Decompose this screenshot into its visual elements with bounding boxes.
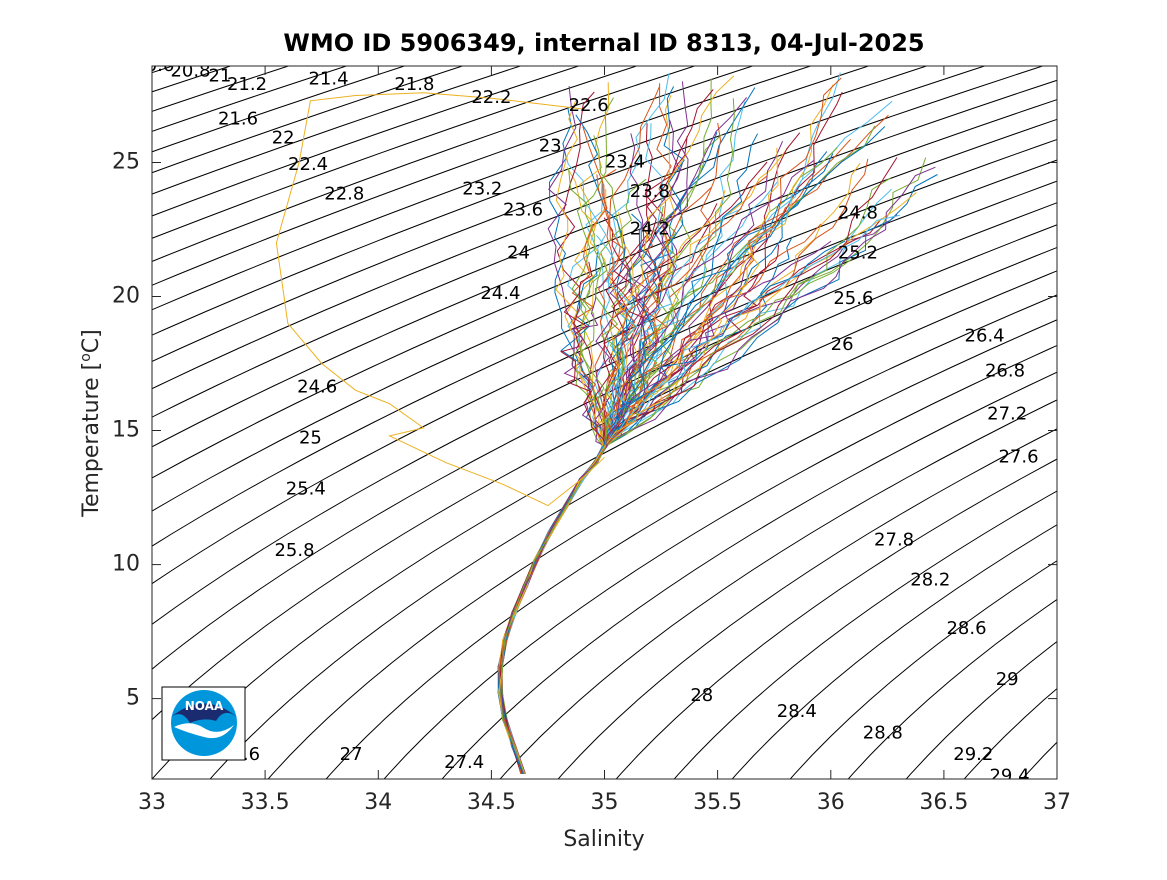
noaa-logo-text: NOAA [185, 699, 224, 713]
contour-label: 23.2 [462, 178, 502, 199]
contour-label: 27.2 [987, 404, 1027, 425]
contour-label: 25.4 [286, 479, 326, 500]
x-tick-label: 34.5 [467, 790, 516, 815]
isopycnal-line [0, 53, 40, 793]
contour-label: 21.4 [308, 68, 348, 89]
contour-label: 27.8 [874, 529, 914, 550]
x-tick-label: 36 [817, 790, 845, 815]
contour-label: 21.6 [218, 109, 258, 130]
contour-label: 27.4 [444, 752, 484, 773]
contour-label: 23 [539, 135, 562, 156]
contour-label: 26.8 [985, 361, 1025, 382]
contour-label: 29.2 [953, 744, 993, 765]
contour-label: 24.4 [480, 283, 520, 304]
contour-label: 24.6 [297, 377, 337, 398]
y-axis-label: Temperature [oC] [78, 329, 104, 517]
contour-label: 23.4 [605, 152, 645, 173]
contour-label: 22.8 [324, 184, 364, 205]
contour-label: 27 [340, 744, 363, 765]
contour-label: 21.8 [394, 74, 434, 95]
contour-label: 24.8 [838, 202, 878, 223]
contour-label: 25 [299, 428, 322, 449]
y-axis-label-degree: o [78, 353, 94, 362]
x-tick-label: 37 [1043, 790, 1071, 815]
contour-label: 25.6 [833, 288, 873, 309]
x-tick-label: 33.5 [241, 790, 290, 815]
x-tick-label: 36.5 [919, 790, 968, 815]
contour-label: 28 [690, 685, 713, 706]
contour-label: 27.6 [998, 446, 1038, 467]
x-tick-label: 35 [591, 790, 619, 815]
contour-label: 24 [507, 243, 530, 264]
y-tick-label: 15 [112, 418, 140, 443]
contour-label: 23.8 [630, 181, 670, 202]
contour-label: 25.8 [274, 540, 314, 561]
y-tick-label: 20 [112, 284, 140, 309]
x-axis-label: Salinity [563, 827, 644, 852]
contour-label: 22.4 [288, 154, 328, 175]
contour-label: 22 [272, 127, 295, 148]
x-tick-label: 33 [138, 790, 166, 815]
y-tick-label: 10 [112, 552, 140, 577]
contour-label: 26 [831, 334, 854, 355]
y-tick-label: 5 [126, 686, 140, 711]
chart-title: WMO ID 5906349, internal ID 8313, 04-Jul… [283, 29, 924, 57]
contour-label: 22.2 [471, 87, 511, 108]
contour-label: 23.6 [503, 200, 543, 221]
y-tick-label: 25 [112, 150, 140, 175]
contour-label: 22.6 [569, 95, 609, 116]
contour-label: 26.4 [965, 326, 1005, 347]
noaa-logo: NOAA [162, 687, 245, 760]
y-axis-label-main: Temperature [ [79, 362, 104, 518]
contour-label: 28.4 [777, 701, 817, 722]
x-tick-label: 35.5 [693, 790, 742, 815]
contour-label: 25.2 [838, 243, 878, 264]
contour-label: 20.8 [170, 60, 210, 81]
isopycnal-line [1069, 53, 1167, 793]
contour-label: 29.4 [989, 765, 1029, 786]
contour-label: 28.6 [946, 618, 986, 639]
contour-label: 28.2 [910, 570, 950, 591]
contour-label: 29 [996, 669, 1019, 690]
y-axis-label-unit: C] [79, 329, 104, 353]
contour-label: 28.8 [863, 722, 903, 743]
contour-label: 21.2 [227, 74, 267, 95]
x-tick-label: 34 [364, 790, 392, 815]
contour-label: 24.2 [630, 219, 670, 240]
